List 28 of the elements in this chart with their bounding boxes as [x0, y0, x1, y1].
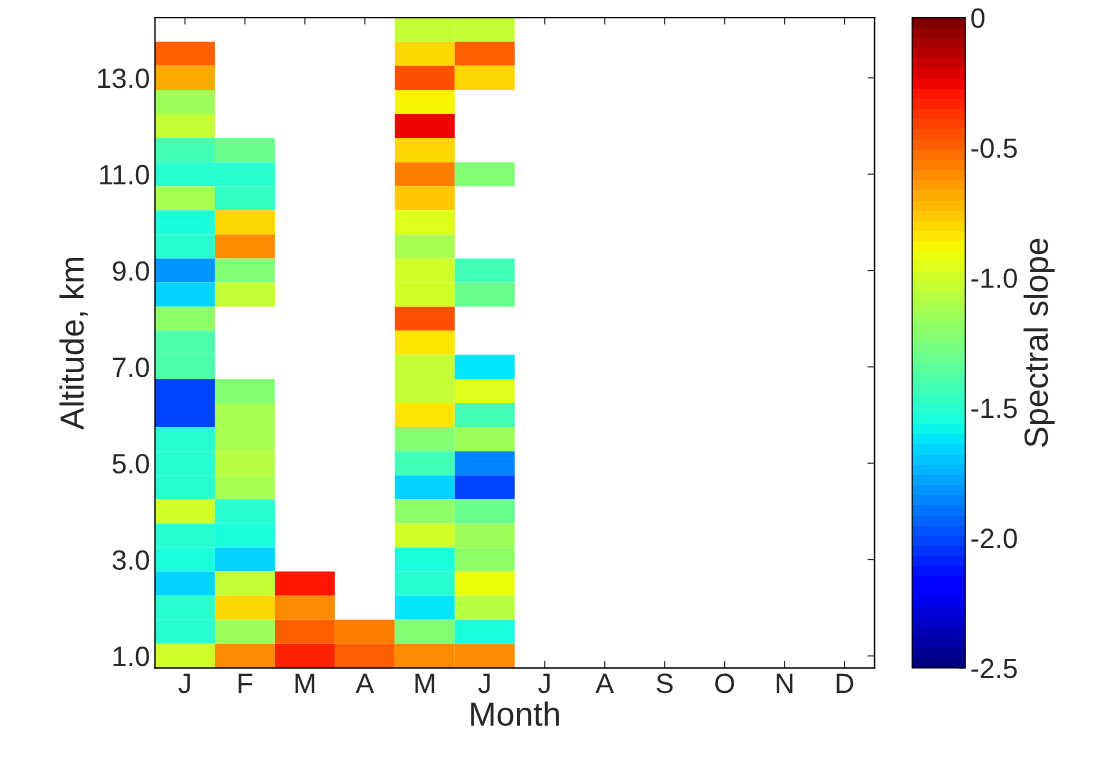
x-tick-label: A: [355, 673, 375, 693]
x-tick-label: J: [538, 673, 550, 694]
color-bar-label: -0.5: [971, 138, 1017, 159]
x-tick-label: S: [656, 673, 673, 694]
x-tick-label: M: [415, 673, 435, 693]
color-bar-label: 0: [971, 8, 985, 28]
color-bar-label: -1.0: [971, 268, 1017, 289]
y-tick-label: 3.0: [112, 550, 150, 570]
color-bar-label: -2.5: [971, 658, 1017, 679]
y-tick-label: 13.0: [98, 68, 150, 89]
y-tick-label: 11.0: [100, 164, 150, 185]
y-tick-label: 5.0: [112, 453, 150, 474]
color-bar-title: Spectral slope: [1023, 238, 1055, 447]
x-tick-label: M: [295, 673, 315, 693]
x-tick-label: N: [776, 673, 793, 693]
x-axis-title: Month: [471, 701, 559, 726]
x-tick-label: F: [238, 673, 253, 693]
y-tick-label: 1.0: [113, 646, 150, 667]
y-axis-title: Altitude, km: [59, 257, 88, 430]
x-tick-label: D: [836, 673, 854, 693]
color-bar-label: -1.5: [971, 398, 1017, 419]
x-tick-label: J: [478, 673, 490, 694]
x-tick-label: O: [715, 673, 735, 694]
x-tick-label: J: [178, 673, 190, 694]
color-bar-label: -2.0: [971, 528, 1017, 549]
y-tick-label: 7.0: [112, 357, 150, 378]
y-tick-label: 9.0: [112, 261, 150, 281]
x-tick-label: A: [595, 673, 614, 693]
